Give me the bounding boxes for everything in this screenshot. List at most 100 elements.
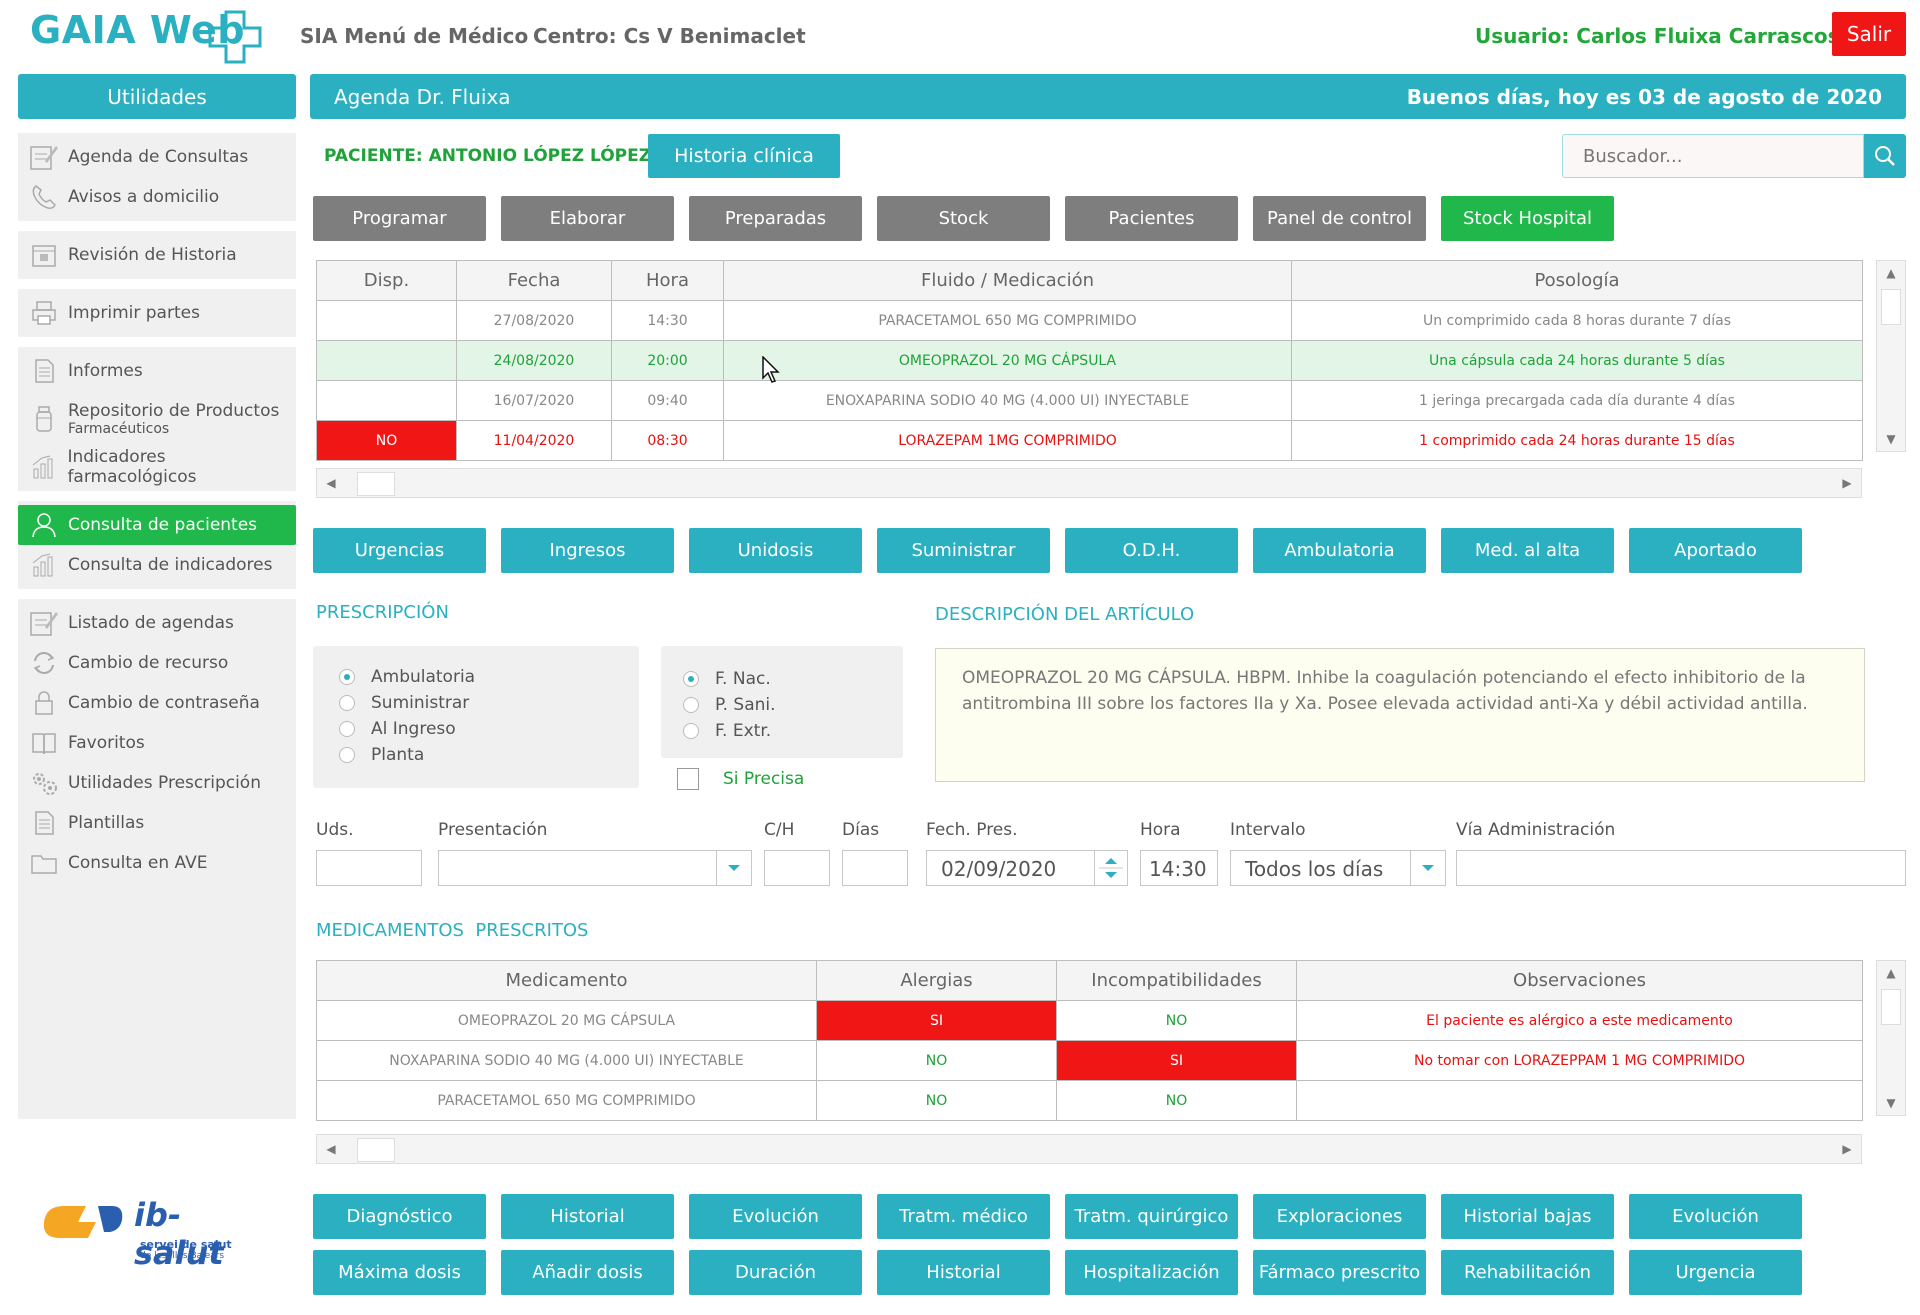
radio-option-suministrar[interactable]: Suministrar [339, 690, 639, 716]
med-al-alta-button[interactable]: Med. al alta [1441, 528, 1614, 573]
sidebar-item-utilidades-prescripcion[interactable]: Utilidades Prescripción [18, 763, 296, 803]
column-header-observaciones[interactable]: Observaciones [1296, 960, 1863, 1001]
prescritos-hscroll[interactable]: ◀ ▶ [316, 1134, 1862, 1164]
dias-input[interactable] [842, 850, 908, 886]
date-stepper[interactable] [1094, 851, 1127, 885]
si-precisa-checkbox[interactable] [677, 768, 699, 790]
column-header-incompatibilidades[interactable]: Incompatibilidades [1056, 960, 1297, 1001]
sidebar-item-avisos-a-domicilio[interactable]: Avisos a domicilio [18, 177, 296, 217]
exploraciones-button[interactable]: Exploraciones [1253, 1194, 1426, 1239]
radio-button[interactable] [339, 721, 355, 737]
logout-button[interactable]: Salir [1832, 12, 1906, 56]
column-header-disp[interactable]: Disp. [316, 260, 457, 301]
stock-button[interactable]: Stock [877, 196, 1050, 241]
table-row[interactable]: 16/07/2020 09:40 ENOXAPARINA SODIO 40 MG (… [316, 380, 1863, 421]
o-d-h-button[interactable]: O.D.H. [1065, 528, 1238, 573]
column-header-medicamento[interactable]: Medicamento [316, 960, 817, 1001]
programar-button[interactable]: Programar [313, 196, 486, 241]
historial-bajas-button[interactable]: Historial bajas [1441, 1194, 1614, 1239]
fech-pres-field[interactable]: 02/09/2020 [926, 850, 1128, 886]
preparadas-button[interactable]: Preparadas [689, 196, 862, 241]
ingresos-button[interactable]: Ingresos [501, 528, 674, 573]
sidebar-item-plantillas[interactable]: Plantillas [18, 803, 296, 843]
radio-button[interactable] [339, 747, 355, 763]
historial-button[interactable]: Historial [877, 1250, 1050, 1295]
sidebar-item-consulta-de-pacientes[interactable]: Consulta de pacientes [18, 505, 296, 545]
radio-option-f-extr[interactable]: F. Extr. [683, 718, 903, 744]
evolucion-button[interactable]: Evolución [689, 1194, 862, 1239]
panel-de-control-button[interactable]: Panel de control [1253, 196, 1426, 241]
table-row[interactable]: 27/08/2020 14:30 PARACETAMOL 650 MG COMPRI… [316, 300, 1863, 341]
radio-option-f-nac[interactable]: F. Nac. [683, 666, 903, 692]
presentacion-select[interactable] [438, 850, 752, 886]
radio-button[interactable] [339, 669, 355, 685]
sidebar-item-consulta-de-indicadores[interactable]: Consulta de indicadores [18, 545, 296, 585]
duracion-button[interactable]: Duración [689, 1250, 862, 1295]
med-table-vscroll[interactable]: ▲ ▼ [1876, 260, 1906, 452]
historial-button[interactable]: Historial [501, 1194, 674, 1239]
column-header-fecha[interactable]: Fecha [456, 260, 612, 301]
radio-option-ambulatoria[interactable]: Ambulatoria [339, 664, 639, 690]
via-input[interactable] [1456, 850, 1906, 886]
sidebar-item-favoritos[interactable]: Favoritos [18, 723, 296, 763]
unidosis-button[interactable]: Unidosis [689, 528, 862, 573]
hora-input[interactable]: 14:30 [1140, 850, 1218, 886]
column-header-alergias[interactable]: Alergias [816, 960, 1057, 1001]
radio-button[interactable] [683, 671, 699, 687]
sidebar-item-informes[interactable]: Informes [18, 351, 296, 391]
search-input[interactable] [1562, 134, 1864, 178]
table-row[interactable]: PARACETAMOL 650 MG COMPRIMIDO NO NO [316, 1080, 1863, 1121]
anadir-dosis-button[interactable]: Añadir dosis [501, 1250, 674, 1295]
tratm-quirurgico-button[interactable]: Tratm. quirúrgico [1065, 1194, 1238, 1239]
radio-option-al-ingreso[interactable]: Al Ingreso [339, 716, 639, 742]
urgencia-button[interactable]: Urgencia [1629, 1250, 1802, 1295]
tratm-medico-button[interactable]: Tratm. médico [877, 1194, 1050, 1239]
table-row[interactable]: 24/08/2020 20:00 OMEOPRAZOL 20 MG CÁPSULA U… [316, 340, 1863, 381]
sidebar-item-label: Favoritos [68, 733, 145, 753]
radio-button[interactable] [683, 697, 699, 713]
sidebar-item-imprimir-partes[interactable]: Imprimir partes [18, 293, 296, 333]
sidebar-item-indicadores-farmacologicos[interactable]: Indicadores farmacológicos [18, 447, 296, 487]
sidebar-item-cambio-de-contrasena[interactable]: Cambio de contraseña [18, 683, 296, 723]
radio-option-planta[interactable]: Planta [339, 742, 639, 768]
diagnostico-button[interactable]: Diagnóstico [313, 1194, 486, 1239]
sidebar-item-agenda-de-consultas[interactable]: Agenda de Consultas [18, 137, 296, 177]
radio-option-p-sani[interactable]: P. Sani. [683, 692, 903, 718]
ambulatoria-button[interactable]: Ambulatoria [1253, 528, 1426, 573]
stock-hospital-button[interactable]: Stock Hospital [1441, 196, 1614, 241]
sidebar-item-listado-de-agendas[interactable]: Listado de agendas [18, 603, 296, 643]
column-header-posologia[interactable]: Posología [1291, 260, 1863, 301]
intervalo-select[interactable]: Todos los días [1230, 850, 1446, 886]
suministrar-button[interactable]: Suministrar [877, 528, 1050, 573]
bar-chart-icon [28, 549, 60, 581]
med-table-hscroll[interactable]: ◀ ▶ [316, 468, 1862, 498]
evolucion-button[interactable]: Evolución [1629, 1194, 1802, 1239]
aportado-button[interactable]: Aportado [1629, 528, 1802, 573]
sidebar-item-repositorio-de-productos[interactable]: Repositorio de Productos Farmacéuticos [18, 391, 296, 447]
hospitalizacion-button[interactable]: Hospitalización [1065, 1250, 1238, 1295]
maxima-dosis-button[interactable]: Máxima dosis [313, 1250, 486, 1295]
prescritos-vscroll[interactable]: ▲ ▼ [1876, 960, 1906, 1116]
radio-button[interactable] [683, 723, 699, 739]
sidebar-item-cambio-de-recurso[interactable]: Cambio de recurso [18, 643, 296, 683]
pacientes-button[interactable]: Pacientes [1065, 196, 1238, 241]
elaborar-button[interactable]: Elaborar [501, 196, 674, 241]
table-row[interactable]: OMEOPRAZOL 20 MG CÁPSULA SI NO El paciente … [316, 1000, 1863, 1041]
search-button[interactable] [1864, 134, 1906, 178]
historia-clinica-button[interactable]: Historia clínica [648, 134, 840, 178]
rehabilitacion-button[interactable]: Rehabilitación [1441, 1250, 1614, 1295]
si-precisa-option[interactable]: Si Precisa [677, 768, 804, 790]
ch-input[interactable] [764, 850, 830, 886]
sidebar-item-revision-de-historia[interactable]: Revisión de Historia [18, 235, 296, 275]
table-row[interactable]: NOXAPARINA SODIO 40 MG (4.000 UI) INYECT… [316, 1040, 1863, 1081]
column-header-fluido-medicacion[interactable]: Fluido / Medicación [723, 260, 1292, 301]
urgencias-button[interactable]: Urgencias [313, 528, 486, 573]
table-row[interactable]: NO 11/04/2020 08:30 LORAZEPAM 1MG COMPRIMID… [316, 420, 1863, 461]
column-header-hora[interactable]: Hora [611, 260, 724, 301]
radio-button[interactable] [339, 695, 355, 711]
uds-input[interactable] [316, 850, 422, 886]
cell-incomp: SI [1056, 1040, 1297, 1081]
sidebar-item-consulta-en-ave[interactable]: Consulta en AVE [18, 843, 296, 883]
farmaco-prescrito-button[interactable]: Fármaco prescrito [1253, 1250, 1426, 1295]
sidebar-item-label: Imprimir partes [68, 303, 200, 323]
